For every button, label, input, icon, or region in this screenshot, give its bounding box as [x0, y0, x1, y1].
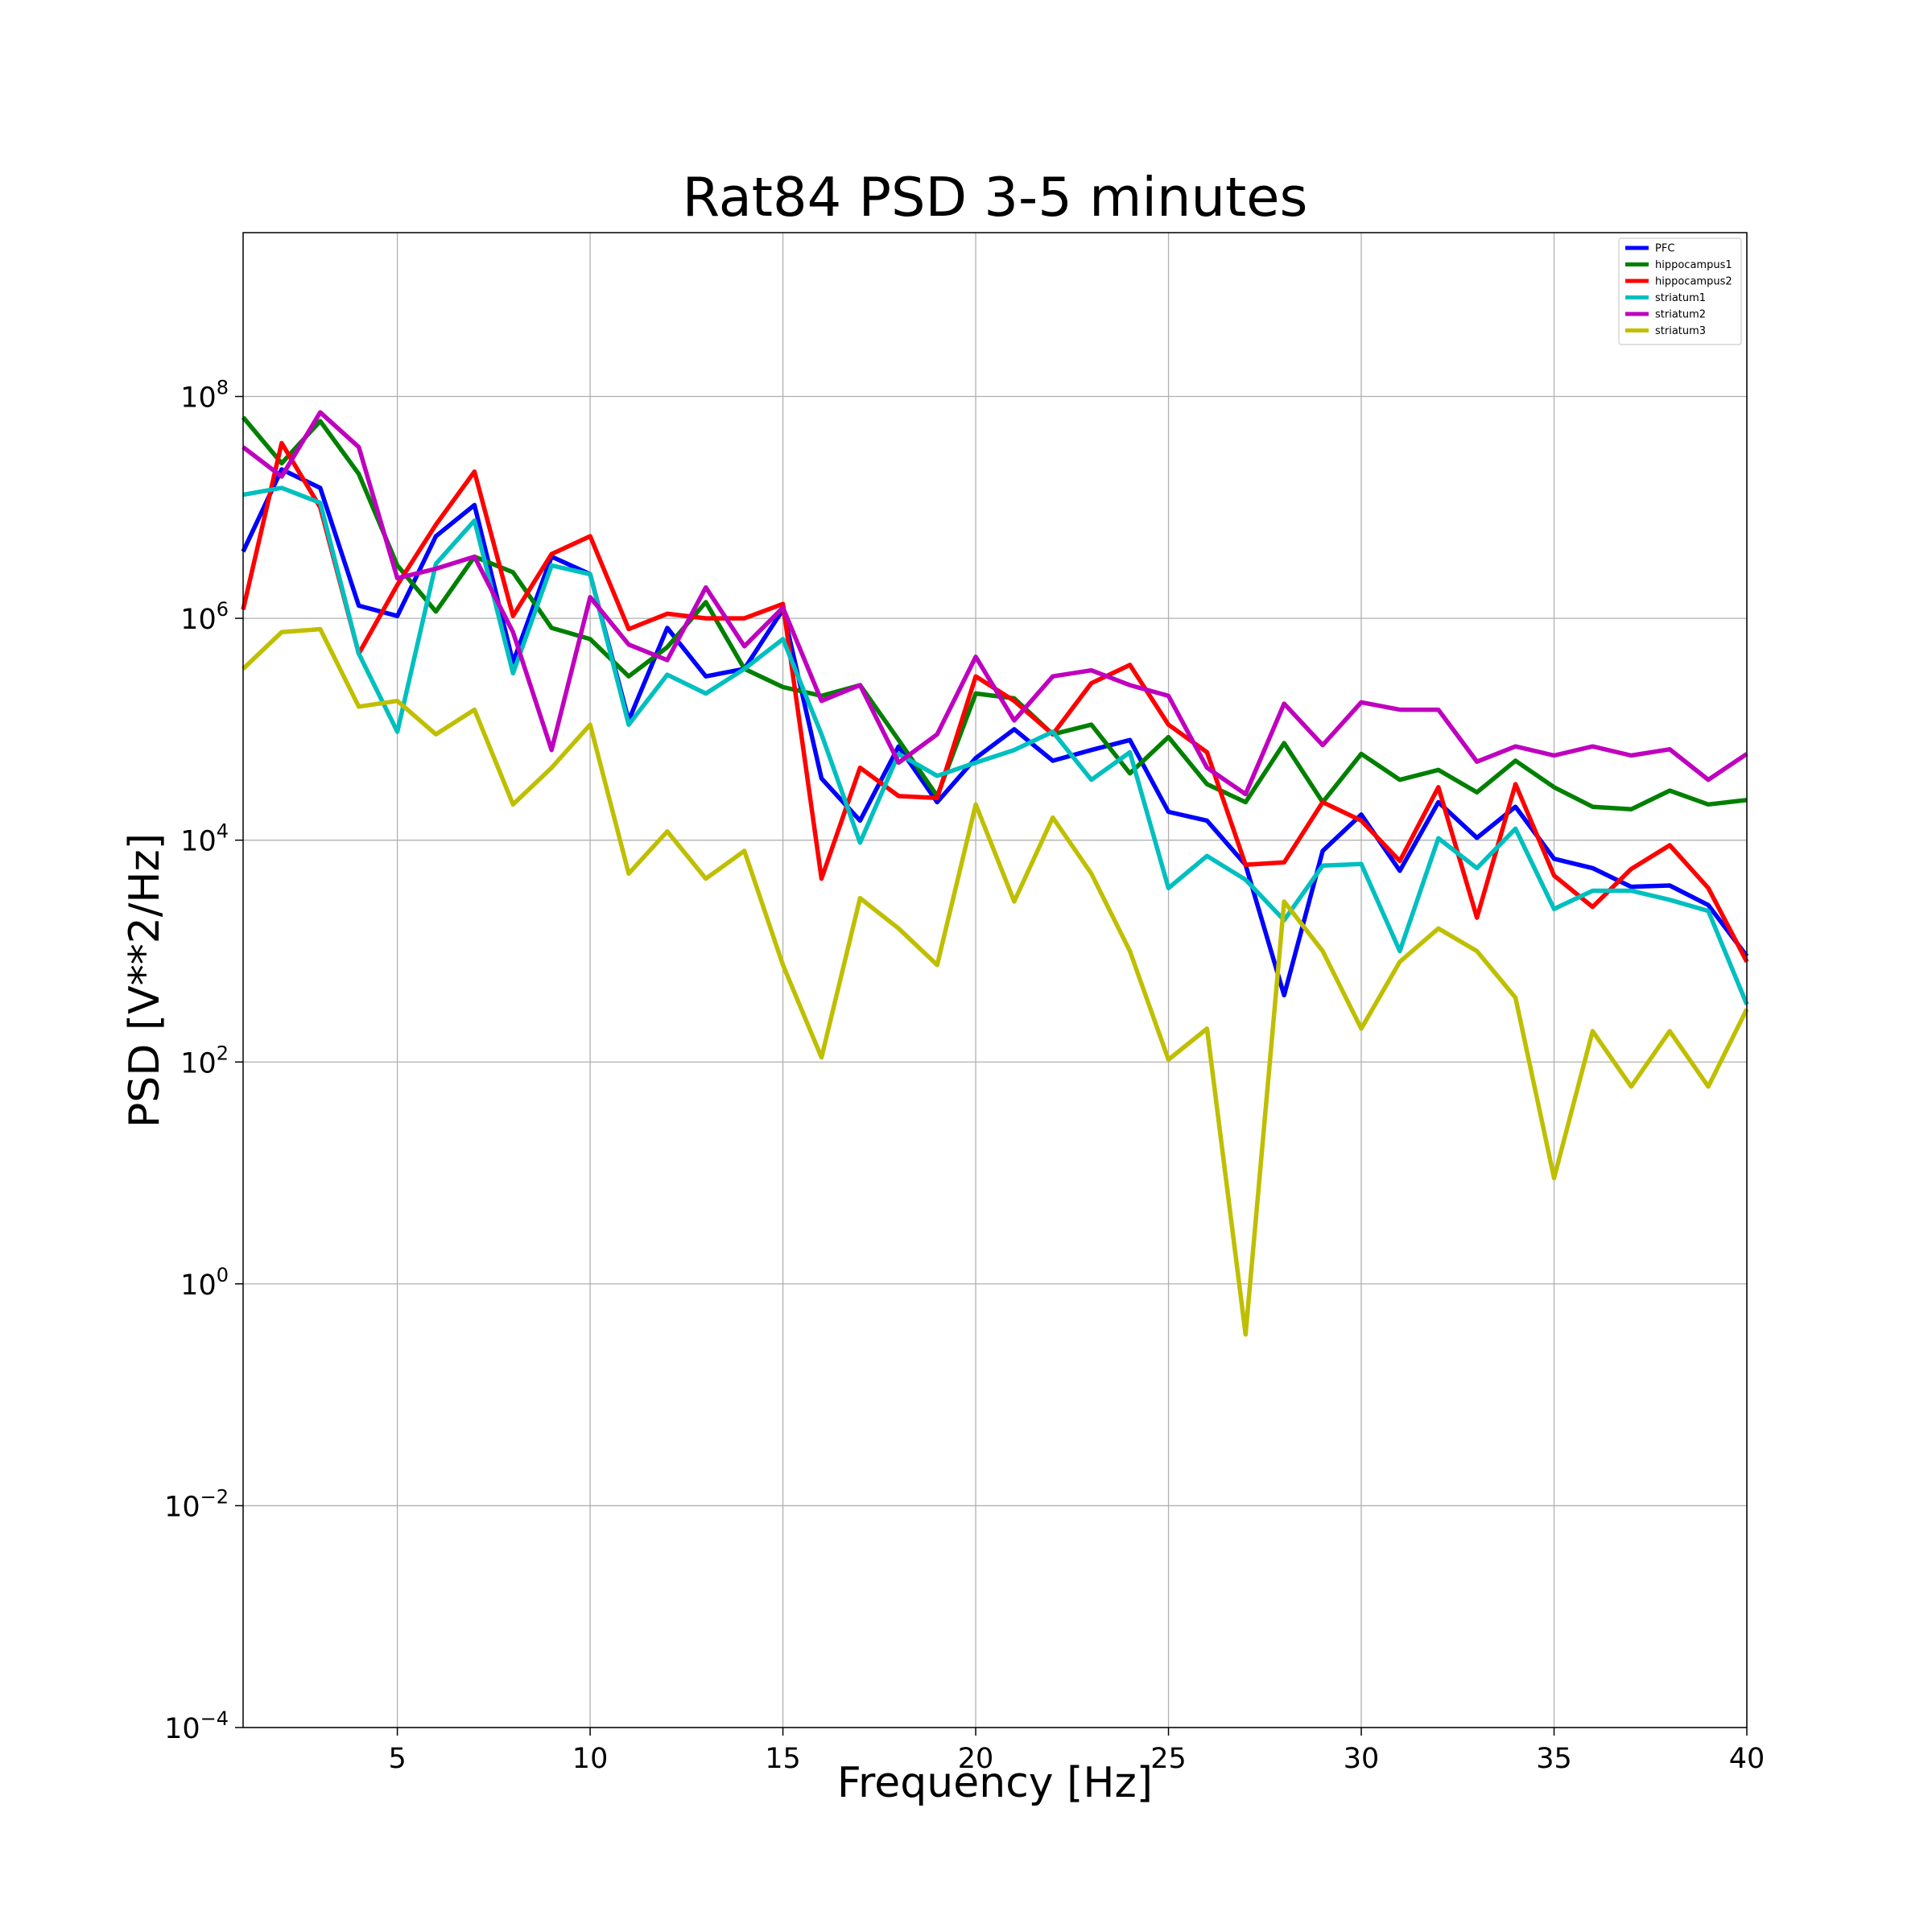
axis-ticks: 5 10 15 20 25 30 35 40 10−4 10−2 100 102 104 106 108	[164, 377, 1765, 1775]
legend-label: hippocampus1	[1655, 259, 1732, 271]
chart-title: Rat84 PSD 3-5 minutes	[683, 166, 1308, 229]
x-tick-label: 20	[958, 1743, 994, 1775]
legend-label: striatum2	[1655, 309, 1706, 321]
y-tick-label: 10−4	[164, 1707, 229, 1745]
y-tick-label: 108	[180, 377, 229, 415]
plot-frame	[242, 232, 1748, 1728]
y-tick-label: 106	[180, 598, 229, 636]
series-line-hippocampus2	[241, 440, 1749, 964]
x-tick-label: 35	[1536, 1743, 1572, 1775]
series-line-hippocampus1	[241, 415, 1748, 812]
grid	[243, 233, 1748, 1728]
x-tick-label: 5	[388, 1743, 406, 1775]
x-axis-label: Frequency [Hz]	[837, 1759, 1153, 1807]
series-lines	[241, 410, 1749, 1337]
x-tick-label: 25	[1150, 1743, 1187, 1775]
series-line-striatum3	[242, 626, 1749, 1337]
legend-label: hippocampus2	[1655, 276, 1732, 288]
series-line-PFC	[241, 467, 1749, 998]
legend-label: striatum3	[1655, 325, 1706, 337]
x-tick-label: 40	[1729, 1743, 1765, 1775]
series-line-striatum2	[242, 410, 1748, 797]
y-tick-label: 104	[180, 820, 229, 858]
legend-box	[1618, 237, 1742, 345]
x-tick-label: 15	[765, 1743, 801, 1775]
x-tick-label: 10	[572, 1743, 609, 1775]
x-tick-label: 30	[1344, 1743, 1380, 1775]
legend-label: PFC	[1655, 243, 1674, 255]
y-tick-label: 10−2	[164, 1485, 229, 1523]
y-axis-label: PSD [V**2/Hz]	[121, 833, 169, 1128]
y-tick-label: 100	[180, 1264, 229, 1302]
legend-label: striatum1	[1655, 292, 1706, 304]
y-tick-label: 102	[180, 1042, 229, 1080]
legend: PFC hippocampus1 hippocampus2 striatum1 stri…	[1618, 237, 1742, 345]
